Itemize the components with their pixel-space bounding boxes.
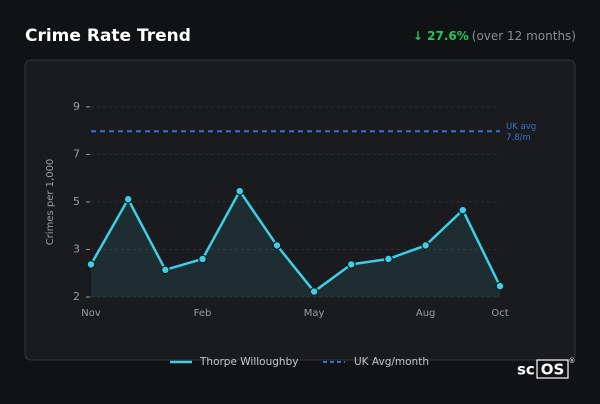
y-tick-label: 5 bbox=[73, 195, 80, 208]
legend-label: UK Avg/month bbox=[354, 356, 429, 368]
x-tick-label: Nov bbox=[81, 308, 101, 319]
brand-mark: ® bbox=[569, 357, 576, 365]
area bbox=[91, 191, 500, 297]
y-axis-label: Crimes per 1,000 bbox=[45, 159, 56, 246]
brand-box bbox=[536, 359, 569, 379]
y-tick-label: 7 bbox=[73, 147, 80, 160]
y-tick-label: 9 bbox=[73, 100, 80, 113]
brand: sc OS ® bbox=[517, 357, 576, 379]
point bbox=[346, 260, 356, 269]
point bbox=[458, 205, 468, 215]
point bbox=[309, 287, 319, 296]
x-tick-label: Oct bbox=[491, 308, 508, 319]
change-summary: ↓ 27.6% (over 12 months) bbox=[413, 29, 576, 43]
change: ↓ 27.6% bbox=[413, 29, 469, 43]
point bbox=[272, 240, 282, 250]
change-note: (over 12 months) bbox=[472, 29, 576, 43]
point bbox=[160, 265, 170, 275]
point bbox=[86, 260, 96, 269]
point bbox=[123, 194, 133, 204]
x-tick-label: Feb bbox=[194, 308, 212, 319]
card bbox=[24, 59, 576, 361]
brand-prefix: sc bbox=[517, 361, 535, 379]
point bbox=[421, 240, 431, 250]
legend-label: Thorpe Willoughby bbox=[199, 356, 298, 368]
x-tick-label: Aug bbox=[416, 308, 436, 319]
point bbox=[235, 186, 245, 196]
reference-label: UK avg bbox=[506, 122, 536, 132]
x-tick-label: May bbox=[304, 308, 325, 319]
point bbox=[495, 281, 505, 291]
y-tick-label: 3 bbox=[73, 242, 80, 255]
point bbox=[384, 254, 393, 264]
reference-label: 7.8/m bbox=[506, 133, 531, 143]
brand-boxed: OS bbox=[541, 361, 565, 379]
line bbox=[89, 189, 502, 293]
point bbox=[198, 254, 207, 264]
chart-title: Crime Rate Trend bbox=[25, 26, 191, 46]
y-tick-label: 2 bbox=[73, 290, 80, 303]
